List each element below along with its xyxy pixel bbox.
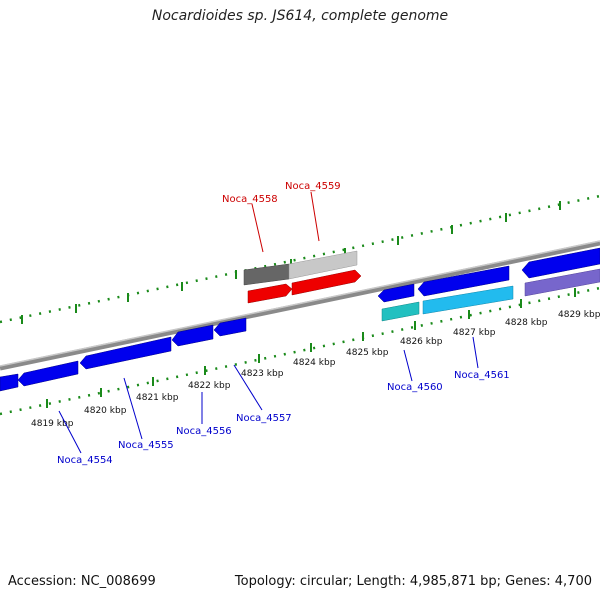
gene-label-noca-4558[interactable]: Noca_4558 bbox=[222, 194, 278, 205]
scale-label: 4821 kbp bbox=[136, 393, 179, 403]
scale-label: 4822 kbp bbox=[188, 381, 231, 391]
scale-label: 4819 kbp bbox=[31, 419, 74, 429]
gene-noca-4562-shadow[interactable] bbox=[524, 268, 600, 297]
gene-labels: Noca_4558 Noca_4559 Noca_4554 Noca_4555 … bbox=[57, 181, 510, 466]
accession-label: Accession: NC_008699 bbox=[8, 574, 156, 589]
gene-noca-4556[interactable] bbox=[171, 324, 214, 347]
gene-noca-4559[interactable] bbox=[291, 269, 362, 296]
gene-noca-4557[interactable] bbox=[213, 317, 247, 337]
scale-label: 4828 kbp bbox=[505, 318, 548, 328]
gene-noca-4559-shadow[interactable] bbox=[288, 250, 358, 280]
gene-label-noca-4556[interactable]: Noca_4556 bbox=[176, 426, 232, 437]
scale-label: 4826 kbp bbox=[400, 337, 443, 347]
gene-label-noca-4560[interactable]: Noca_4560 bbox=[387, 382, 443, 393]
gene-noca-4555[interactable] bbox=[79, 336, 172, 370]
scale-labels: 4819 kbp 4820 kbp 4821 kbp 4822 kbp 4823… bbox=[31, 310, 600, 429]
scale-label: 4820 kbp bbox=[84, 406, 127, 416]
inner-tick-track bbox=[0, 286, 600, 416]
scale-label: 4829 kbp bbox=[558, 310, 600, 320]
gene-label-noca-4557[interactable]: Noca_4557 bbox=[236, 413, 292, 424]
gene-noca-4558-shadow[interactable] bbox=[243, 263, 290, 286]
major-ticks bbox=[46, 288, 576, 408]
leader-lines bbox=[58, 191, 479, 454]
gene-label-noca-4555[interactable]: Noca_4555 bbox=[118, 440, 174, 451]
leader-noca-4557 bbox=[233, 364, 263, 411]
outer-tick-track bbox=[0, 194, 600, 324]
forward-genes bbox=[243, 250, 362, 304]
scale-label: 4823 kbp bbox=[241, 369, 284, 379]
leader-noca-4561 bbox=[472, 336, 479, 369]
gene-noca-4558[interactable] bbox=[247, 283, 293, 304]
gene-noca-4561-shadow[interactable] bbox=[422, 285, 514, 315]
scale-label: 4824 kbp bbox=[293, 358, 336, 368]
reverse-genes bbox=[0, 247, 600, 392]
gene-noca-4561[interactable] bbox=[417, 265, 510, 297]
genome-summary: Topology: circular; Length: 4,985,871 bp… bbox=[234, 574, 592, 589]
genome-backbone-highlight bbox=[0, 240, 600, 367]
genome-backbone bbox=[0, 240, 600, 371]
scale-label: 4827 kbp bbox=[453, 328, 496, 338]
leader-noca-4560 bbox=[403, 349, 413, 382]
gene-label-noca-4554[interactable]: Noca_4554 bbox=[57, 455, 113, 466]
gene-noca-4560[interactable] bbox=[377, 283, 415, 303]
leader-noca-4555 bbox=[123, 377, 143, 440]
gene-label-noca-4559[interactable]: Noca_4559 bbox=[285, 181, 341, 192]
gene-noca-4560-shadow[interactable] bbox=[381, 301, 420, 322]
gene-noca-4554[interactable] bbox=[0, 373, 19, 392]
gene-noca-4555a[interactable] bbox=[17, 360, 79, 387]
leader-noca-4558 bbox=[251, 203, 264, 253]
genome-title: Nocardioides sp. JS614, complete genome bbox=[151, 8, 449, 24]
gene-label-noca-4561[interactable]: Noca_4561 bbox=[454, 370, 510, 381]
leader-noca-4559 bbox=[310, 191, 320, 242]
leader-noca-4554 bbox=[58, 410, 82, 454]
scale-label: 4825 kbp bbox=[346, 348, 389, 358]
gene-noca-4562[interactable] bbox=[521, 247, 600, 279]
